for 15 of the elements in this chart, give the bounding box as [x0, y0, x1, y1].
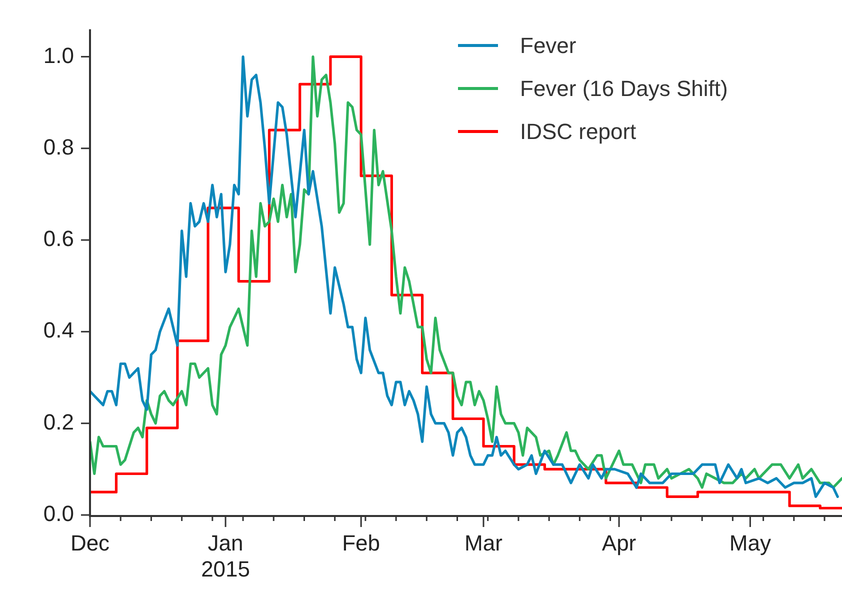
legend-label: IDSC report	[520, 118, 636, 144]
x-tick-label: Mar	[464, 530, 502, 556]
x-tick-label: Jan 2015	[201, 530, 250, 582]
y-tick-label: 0.2	[43, 409, 74, 434]
legend-label: Fever	[520, 32, 576, 58]
y-tick-label: 0.6	[43, 226, 74, 252]
y-tick-label: 0.0	[43, 501, 74, 526]
x-tick-label: May	[729, 530, 771, 556]
x-tick-label: Feb	[342, 530, 380, 556]
y-tick-label: 0.4	[43, 318, 74, 343]
y-tick-label: 0.8	[43, 134, 74, 160]
x-tick-label: Dec	[70, 530, 110, 556]
legend-label: Fever (16 Days Shift)	[520, 76, 728, 102]
x-tick-label: Apr	[602, 530, 636, 556]
y-tick-label: 1.0	[43, 42, 74, 68]
